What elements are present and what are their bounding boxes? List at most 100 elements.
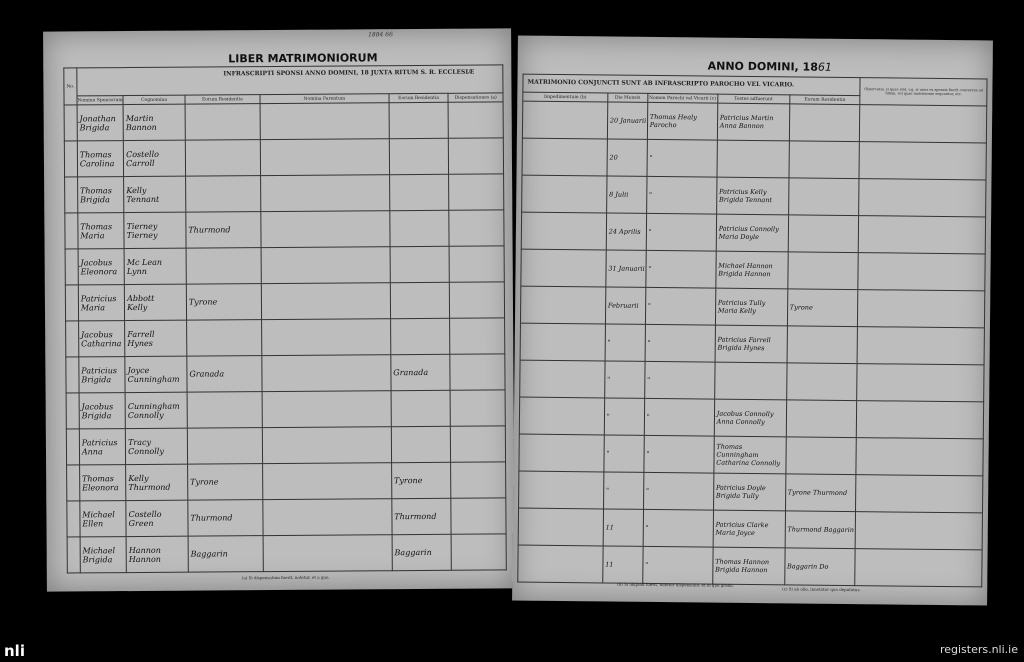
table-cell (859, 141, 987, 180)
row-number (64, 104, 78, 141)
row-number (66, 428, 80, 465)
table-row: " " Patricius Farrell Brigida Hynes (520, 323, 985, 365)
table-cell: Patricius Martin Anna Bannon (717, 103, 790, 141)
table-row: Thomas Maria Tierney Tierney Thurmond (64, 209, 505, 249)
table-cell (260, 138, 390, 176)
table-cell (519, 397, 605, 435)
table-cell: Baggarin (187, 535, 264, 573)
column-header: Cognomina (123, 95, 185, 105)
table-cell (714, 362, 787, 400)
column-header: Die Mensis (607, 92, 648, 103)
table-cell: " (643, 472, 714, 511)
table-row: " " Jacobus Connolly Anna Connolly (519, 397, 984, 439)
table-cell (389, 210, 450, 247)
table-cell (261, 318, 391, 356)
table-cell (517, 545, 603, 583)
table-cell: Thomas Eleonora (79, 464, 126, 501)
table-cell (788, 140, 860, 179)
table-cell (521, 212, 607, 250)
site-url: registers.nli.ie (939, 643, 1018, 656)
table-cell (262, 498, 392, 536)
table-row: Patricius Anna Tracy Connolly (66, 425, 506, 465)
table-row: Michael Brigida Hannon Hannon Baggarin Bagg… (67, 533, 507, 573)
table-cell: Jonathan Brigida (76, 104, 124, 141)
table-cell (450, 425, 506, 463)
table-cell: " (642, 546, 713, 585)
table-row: Jacobus Eleonora Mc Lean Lynn (65, 245, 505, 285)
col-no: No. (63, 67, 77, 105)
table-cell: Patricius Clarke Maria Joyce (712, 510, 786, 548)
row-number (65, 356, 79, 393)
table-cell (855, 474, 983, 513)
table-cell (520, 286, 606, 324)
table-cell: Tyrone (787, 288, 859, 327)
table-cell (449, 209, 505, 247)
table-cell: 8 Julii (606, 175, 647, 214)
table-cell (390, 318, 451, 355)
table-cell (450, 353, 506, 391)
table-cell: 24 Aprilis (606, 212, 647, 251)
table-cell: Patricius Maria (78, 284, 125, 321)
table-cell: Baggarin Do (784, 547, 856, 586)
table-cell (186, 319, 262, 357)
table-cell (451, 533, 507, 571)
table-cell (389, 174, 450, 211)
table-cell: Farrell Hynes (124, 320, 187, 357)
row-number (66, 464, 80, 501)
table-cell (260, 246, 391, 284)
title-year: 61 (817, 60, 832, 74)
table-row: 20 " (522, 138, 987, 180)
table-cell (518, 434, 605, 472)
row-number (66, 500, 80, 537)
table-cell: Thurmond (185, 211, 261, 249)
table-cell (858, 215, 986, 254)
left-page: 1884 66 LIBER MATRIMONIORUM INFRASCRIPTI… (43, 28, 515, 592)
table-cell (520, 323, 606, 361)
table-row: Thomas Carolina Costello Carroll (64, 137, 504, 177)
table-cell: Patricius Farrell Brigida Hynes (714, 325, 788, 363)
table-cell: Patricius Doyle Brigida Tully (713, 473, 786, 511)
table-cell: Baggarin (391, 534, 452, 571)
table-cell (259, 102, 390, 140)
table-row: Jonathan Brigida Martin Bannon (64, 101, 504, 141)
table-cell: Jacobus Brigida (78, 392, 126, 429)
right-page: ANNO DOMINI, 1861 MATRIMONIO CONJUNCTI S… (512, 35, 993, 606)
table-cell (451, 497, 507, 535)
table-cell (389, 246, 450, 283)
table-cell: Tyrone (186, 283, 262, 321)
table-cell: " (603, 471, 644, 510)
table-row: 24 Aprilis " Patricius Connolly Maria Doyl… (521, 212, 986, 254)
table-cell (388, 102, 449, 139)
table-cell: Patricius Connolly Maria Doyle (715, 214, 789, 252)
table-cell: Costello Carroll (123, 140, 186, 177)
table-row: Michael Ellen Costello Green Thurmond Thurm… (66, 497, 507, 537)
table-row: " " Thomas Cunningham Catharina Connolly (518, 434, 984, 476)
table-row: 20 Januarii Thomas Healy Parocho Patricius… (522, 101, 987, 143)
table-cell (449, 245, 505, 283)
table-cell: Patricius Anna (79, 428, 126, 465)
table-cell (390, 282, 450, 319)
row-number (65, 320, 79, 357)
table-cell (518, 508, 604, 546)
table-cell: 31 Januarii (605, 249, 646, 288)
table-cell: " (603, 434, 645, 473)
table-cell (449, 317, 505, 355)
footnote-c: (c) Si ab alio, innotatur quo deputatus. (782, 586, 861, 593)
table-cell: Thurmond (391, 498, 452, 535)
table-cell (186, 391, 263, 429)
table-cell: Thomas Cunningham Catharina Connolly (713, 436, 786, 474)
table-row: 11 " Patricius Clarke Maria Joyce Thurmond … (518, 508, 983, 550)
table-cell: Costello Green (125, 500, 188, 537)
table-cell (260, 210, 390, 248)
table-cell (785, 436, 857, 475)
table-cell: Michael Hannon Brigida Hannon (715, 251, 788, 289)
table-cell: Thurmond Baggarin (784, 510, 856, 549)
row-number (65, 248, 79, 285)
table-cell (786, 362, 858, 401)
table-row: " " (519, 360, 985, 402)
table-cell: Abbott Kelly (124, 284, 187, 321)
table-row: " " Patricius Doyle Brigida Tully Tyrone Th… (518, 471, 983, 513)
table-cell: Thomas Healy Parocho (647, 102, 718, 141)
table-row: Patricius Brigida Joyce Cunningham Granada… (65, 353, 506, 393)
table-cell: Tyrone (391, 462, 452, 499)
